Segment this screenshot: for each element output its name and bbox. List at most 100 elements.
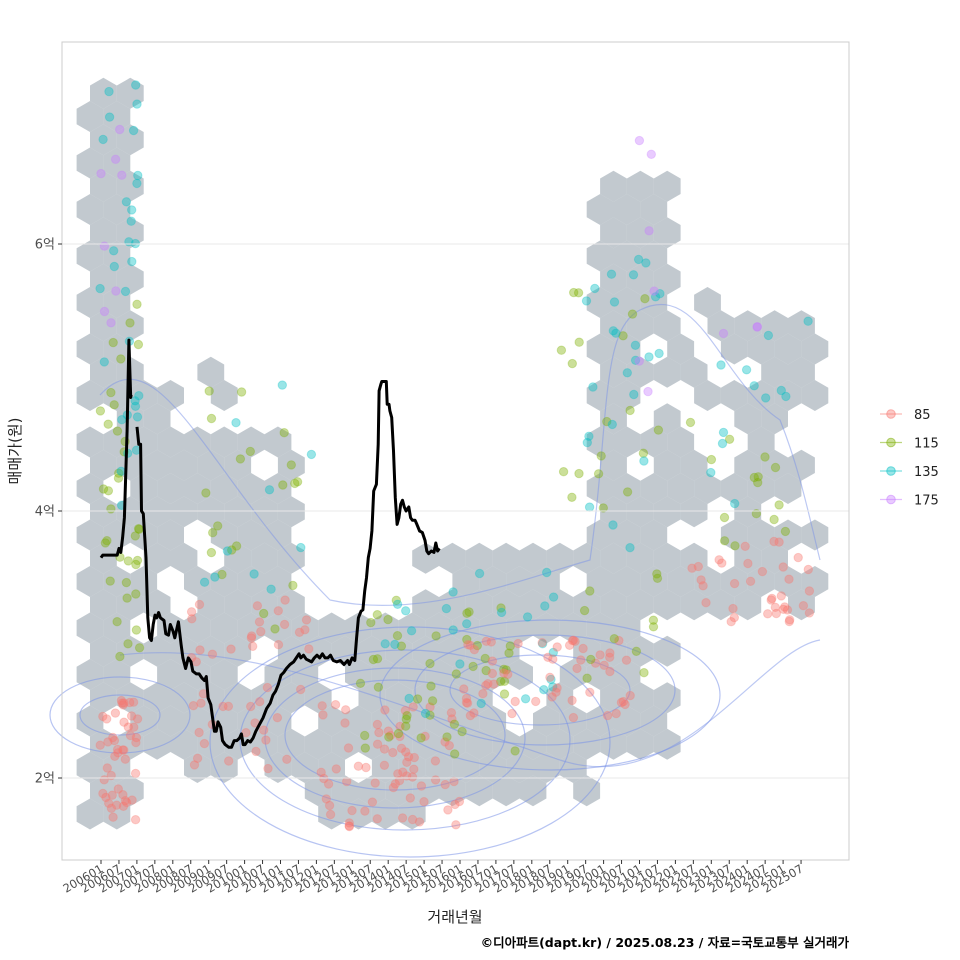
legend: 85 115 135 175: [880, 408, 939, 509]
scatter-point: [110, 154, 121, 165]
hexbin-cell: [358, 682, 386, 714]
hexbin-cell: [224, 728, 252, 760]
scatter-point: [263, 763, 273, 774]
scatter-point: [380, 639, 390, 649]
hexbin-cell: [452, 612, 480, 644]
scatter-point: [109, 246, 119, 256]
scatter-point: [567, 695, 577, 706]
hexbin-cell: [653, 217, 681, 249]
hexbin-cell: [680, 356, 708, 388]
scatter-point: [390, 639, 400, 650]
hexbin-cell: [734, 449, 762, 481]
scatter-point: [366, 617, 376, 628]
scatter-point: [194, 599, 205, 610]
scatter-point: [785, 615, 795, 625]
scatter-point: [128, 697, 139, 707]
hexbin-cell: [492, 775, 520, 807]
hexbin-cell: [143, 449, 171, 481]
hexbin-cell: [116, 589, 144, 621]
hexbin-cell: [734, 403, 762, 435]
scatter-point: [451, 820, 461, 830]
scatter-point: [778, 562, 788, 572]
hexbin-cell: [143, 403, 171, 435]
scatter-point: [641, 258, 651, 268]
hexbin-cell: [465, 682, 493, 714]
scatter-point: [360, 730, 370, 741]
scatter-point: [414, 817, 425, 827]
scatter-point: [606, 269, 617, 279]
scatter-point: [568, 712, 579, 723]
source-caption: ©디아파트(dapt.kr) / 2025.08.23 / 자료=국토교통부 실…: [481, 935, 850, 950]
scatter-point: [344, 818, 354, 828]
scatter-point: [480, 653, 490, 664]
scatter-point: [625, 543, 635, 553]
scatter-point: [770, 462, 781, 473]
hexbin-cell: [613, 240, 641, 272]
scatter-point: [191, 657, 202, 667]
scatter-point: [301, 615, 312, 625]
hexbin-cell: [130, 473, 158, 504]
scatter-point: [752, 322, 762, 332]
hexbin-cell: [398, 752, 426, 783]
scatter-point: [743, 558, 753, 569]
scatter-point: [728, 603, 738, 614]
scatter-point: [622, 368, 632, 378]
hexbin-cell: [720, 473, 748, 504]
scatter-point: [749, 381, 759, 391]
hexbin-cell: [600, 449, 627, 481]
scatter-point: [344, 821, 355, 832]
scatter-point: [501, 665, 511, 675]
hexbin-cell: [210, 380, 238, 411]
hexbin-cell: [600, 356, 627, 388]
scatter-point: [347, 805, 357, 816]
scatter-point: [131, 732, 142, 743]
scatter-point: [121, 197, 132, 207]
scatter-point: [408, 702, 418, 712]
hexbin-cell: [761, 310, 788, 342]
hexbin-cell: [640, 426, 668, 458]
scatter-point: [102, 714, 112, 724]
scatter-point: [770, 602, 780, 612]
scatter-point: [342, 776, 352, 787]
scatter-point: [106, 318, 116, 328]
hexbin-cell: [143, 635, 171, 667]
scatter-point: [588, 382, 598, 392]
scatter-point: [763, 609, 773, 619]
scatter-point: [614, 635, 624, 646]
hexbin-cell: [801, 333, 829, 365]
scatter-point: [574, 468, 584, 479]
scatter-point: [304, 644, 314, 654]
scatter-point: [130, 401, 141, 411]
scatter-point: [478, 689, 488, 699]
hexbin-cell: [479, 705, 507, 737]
scatter-point: [395, 721, 405, 732]
scatter-point: [644, 226, 654, 236]
scatter-point: [107, 790, 118, 800]
scatter-point: [409, 764, 419, 774]
hexbin-cell: [774, 380, 802, 411]
density-contour: [449, 654, 631, 726]
scatter-point: [616, 697, 627, 708]
hexbin-cell: [90, 635, 117, 667]
scatter-point: [605, 666, 615, 677]
scatter-point: [246, 633, 257, 643]
hexbin-cell: [626, 542, 654, 574]
scatter-point: [388, 747, 398, 758]
hexbin-cell: [264, 473, 292, 504]
scatter-point: [461, 693, 472, 704]
hexbin-cell: [76, 147, 104, 179]
hexbin-cell: [600, 542, 627, 574]
hexbin-cell: [680, 449, 708, 481]
hexbin-cell: [761, 356, 788, 388]
scatter-point: [409, 752, 419, 763]
scatter-point: [316, 767, 326, 777]
scatter-point: [133, 170, 143, 181]
scatter-point: [450, 799, 460, 810]
scatter-point: [123, 639, 133, 649]
scatter-point: [510, 746, 520, 756]
scatter-point: [95, 283, 105, 294]
hexbin-cell: [76, 194, 104, 225]
hexbin-cell: [680, 542, 708, 574]
scatter-point: [769, 536, 779, 547]
y-axis-ticks: 2억 4억 6억: [35, 238, 62, 787]
